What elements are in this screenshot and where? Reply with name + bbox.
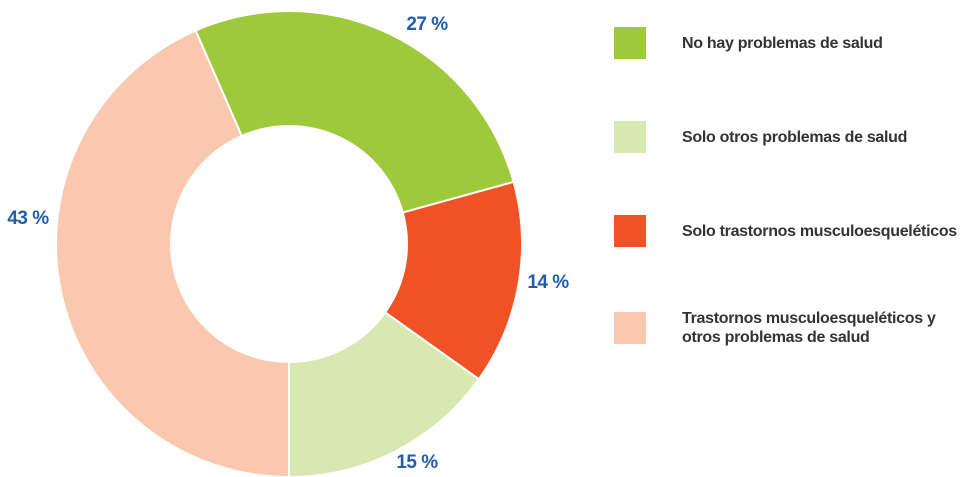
legend-item: Solo otros problemas de salud <box>614 121 974 153</box>
legend-swatch <box>614 27 646 59</box>
donut-slice <box>55 29 290 477</box>
legend-item: Solo trastornos musculoesqueléticos <box>614 215 974 247</box>
legend-item: Trastornos musculoesqueléticos y otros p… <box>614 309 974 347</box>
data-label: 14 % <box>527 272 569 293</box>
donut: 27 % 14 % 15 % 43 % <box>7 10 570 477</box>
data-label: 43 % <box>7 208 49 229</box>
legend-label: No hay problemas de salud <box>682 34 883 52</box>
legend-label: Trastornos musculoesqueléticos y otros p… <box>682 310 936 346</box>
data-label: 27 % <box>406 14 448 35</box>
legend-swatch <box>614 215 646 247</box>
data-label: 15 % <box>396 452 438 473</box>
legend-label: Solo otros problemas de salud <box>682 128 908 146</box>
legend-swatch <box>614 312 646 344</box>
legend-item: No hay problemas de salud <box>614 27 974 59</box>
legend-label: Solo trastornos musculoesqueléticos <box>682 222 957 240</box>
donut-slice <box>383 180 523 381</box>
legend-swatch <box>614 121 646 153</box>
donut-slice <box>194 10 515 214</box>
